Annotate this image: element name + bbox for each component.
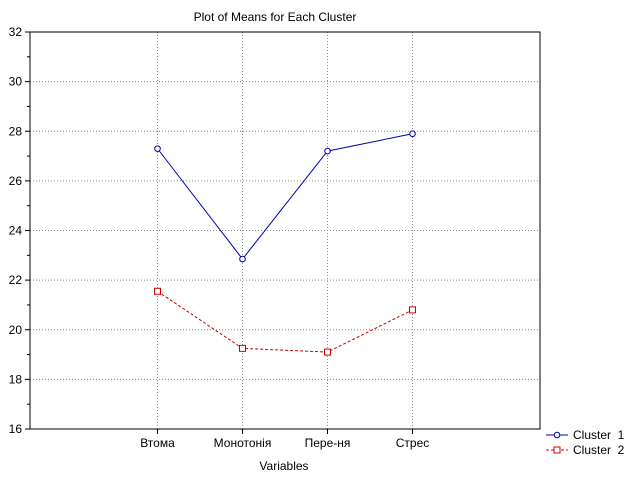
data-point [239, 255, 246, 263]
y-tick-label: 28 [9, 124, 23, 138]
legend-label: Cluster 2 [573, 443, 625, 457]
y-tick-label: 16 [9, 422, 23, 436]
x-tick-label: Монотонія [214, 436, 272, 450]
series-line [157, 290, 413, 353]
y-tick-label: 22 [9, 273, 23, 287]
data-point [239, 344, 246, 352]
legend-label: Cluster 1 [573, 428, 625, 442]
y-tick-label: 32 [9, 25, 23, 39]
series-line [157, 133, 413, 260]
x-tick-label: Стрес [396, 436, 430, 450]
series-layer [154, 130, 416, 356]
axis-layer: 16 18 20 22 24 26 28 30 32 Втома Монотонія Пере-ня С… [9, 25, 541, 450]
data-point [409, 130, 416, 138]
y-tick-label: 26 [9, 174, 23, 188]
y-tick-label: 24 [9, 224, 23, 238]
data-point [154, 145, 161, 152]
y-tick-label: 20 [9, 323, 23, 337]
chart-title: Plot of Means for Each Cluster [194, 10, 357, 24]
data-point [324, 348, 331, 356]
legend-marker [553, 431, 561, 439]
data-point [409, 306, 416, 314]
x-tick-label: Пере-ня [305, 436, 351, 450]
plot-frame [29, 31, 541, 430]
x-axis-label: Variables [259, 459, 308, 473]
legend-marker [553, 446, 561, 454]
data-point [154, 287, 161, 295]
y-tick-label: 30 [9, 75, 23, 89]
x-tick-label: Втома [140, 436, 175, 450]
y-tick-label: 18 [9, 372, 23, 386]
data-point [324, 147, 331, 155]
grid-layer [30, 32, 540, 429]
